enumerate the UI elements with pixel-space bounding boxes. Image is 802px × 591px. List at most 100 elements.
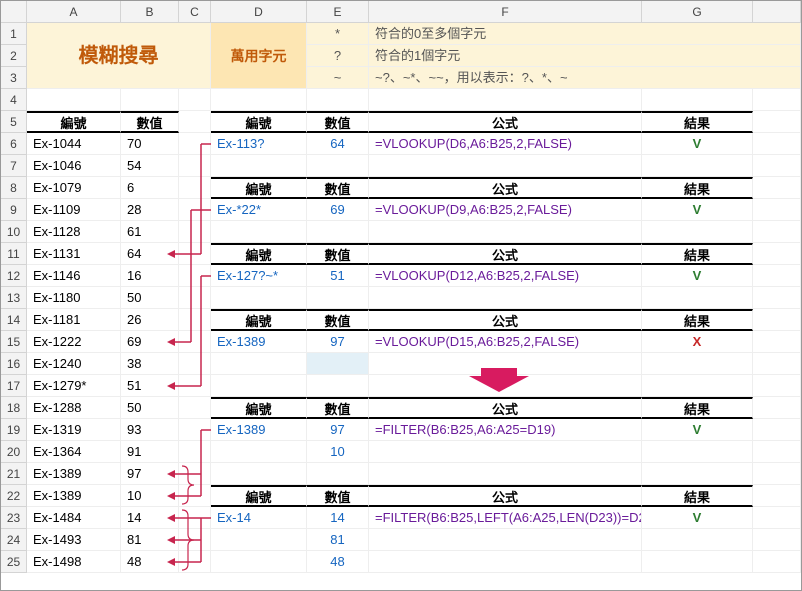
cell[interactable] [753, 177, 801, 199]
row-header[interactable]: 6 [1, 133, 27, 155]
sect-header-res[interactable]: 結果 [642, 485, 753, 507]
wildcard-desc[interactable]: 符合的0至多個字元 [369, 23, 801, 45]
cell[interactable] [753, 551, 801, 573]
cell[interactable] [179, 485, 211, 507]
lookup-result[interactable]: V [642, 265, 753, 287]
sect-header-formula[interactable]: 公式 [369, 309, 642, 331]
row-header[interactable]: 16 [1, 353, 27, 375]
lookup-formula[interactable]: =VLOOKUP(D12,A6:B25,2,FALSE) [369, 265, 642, 287]
col-header[interactable]: F [369, 1, 642, 23]
cell[interactable] [179, 507, 211, 529]
sect-header-id[interactable]: 編號 [211, 177, 307, 199]
cell[interactable] [369, 221, 642, 243]
left-id[interactable]: Ex-1240 [27, 353, 121, 375]
col-header[interactable]: C [179, 1, 211, 23]
cell[interactable] [179, 221, 211, 243]
cell[interactable] [642, 463, 753, 485]
col-header[interactable]: B [121, 1, 179, 23]
cell[interactable] [179, 331, 211, 353]
lookup-formula[interactable]: =VLOOKUP(D9,A6:B25,2,FALSE) [369, 199, 642, 221]
cell[interactable] [753, 507, 801, 529]
cell[interactable] [179, 309, 211, 331]
sect-header-val[interactable]: 數值 [307, 177, 369, 199]
left-id[interactable]: Ex-1493 [27, 529, 121, 551]
cell[interactable] [642, 353, 753, 375]
sect-header-res[interactable]: 結果 [642, 397, 753, 419]
filter-result[interactable]: V [642, 507, 753, 529]
banner-title[interactable]: 模糊搜尋 [27, 23, 211, 89]
left-val[interactable]: 6 [121, 177, 179, 199]
cell[interactable] [179, 397, 211, 419]
lookup-val[interactable]: 97 [307, 331, 369, 353]
cell[interactable] [179, 265, 211, 287]
cell[interactable] [753, 463, 801, 485]
lookup-result[interactable]: X [642, 331, 753, 353]
lookup-id[interactable]: Ex-113? [211, 133, 307, 155]
left-val[interactable]: 50 [121, 397, 179, 419]
filter-formula[interactable]: =FILTER(B6:B25,A6:A25=D19) [369, 419, 642, 441]
cell[interactable] [753, 485, 801, 507]
cell[interactable] [179, 529, 211, 551]
cell[interactable] [307, 375, 369, 397]
sect-header-val[interactable]: 數值 [307, 309, 369, 331]
filter-id[interactable]: Ex-14 [211, 507, 307, 529]
sect-header-formula[interactable]: 公式 [369, 397, 642, 419]
row-header[interactable]: 21 [1, 463, 27, 485]
cell[interactable] [211, 441, 307, 463]
cell[interactable] [211, 551, 307, 573]
cell[interactable] [307, 463, 369, 485]
cell[interactable] [179, 111, 211, 133]
row-header[interactable]: 25 [1, 551, 27, 573]
cell[interactable] [211, 287, 307, 309]
cell[interactable] [753, 529, 801, 551]
row-header[interactable]: 18 [1, 397, 27, 419]
cell[interactable] [179, 463, 211, 485]
left-val[interactable]: 10 [121, 485, 179, 507]
cell[interactable] [753, 133, 801, 155]
sect-header-formula[interactable]: 公式 [369, 177, 642, 199]
cell[interactable] [211, 353, 307, 375]
cell[interactable] [753, 221, 801, 243]
row-header[interactable]: 4 [1, 89, 27, 111]
cell[interactable] [211, 155, 307, 177]
left-id[interactable]: Ex-1146 [27, 265, 121, 287]
left-id[interactable]: Ex-1046 [27, 155, 121, 177]
cell[interactable] [121, 89, 179, 111]
left-id[interactable]: Ex-1109 [27, 199, 121, 221]
row-header[interactable]: 9 [1, 199, 27, 221]
filter-val[interactable]: 81 [307, 529, 369, 551]
left-val[interactable]: 69 [121, 331, 179, 353]
col-header[interactable] [753, 1, 801, 23]
left-id[interactable]: Ex-1131 [27, 243, 121, 265]
cell[interactable] [642, 551, 753, 573]
sect-header-id[interactable]: 編號 [211, 397, 307, 419]
wildcard-char[interactable]: ? [307, 45, 369, 67]
cell[interactable] [369, 529, 642, 551]
cell[interactable] [753, 353, 801, 375]
cell[interactable] [179, 287, 211, 309]
lookup-val[interactable]: 51 [307, 265, 369, 287]
cell[interactable] [211, 221, 307, 243]
cell[interactable] [211, 375, 307, 397]
cell[interactable] [753, 331, 801, 353]
filter-formula[interactable]: =FILTER(B6:B25,LEFT(A6:A25,LEN(D23))=D23… [369, 507, 642, 529]
cell[interactable] [211, 463, 307, 485]
cell[interactable] [211, 89, 307, 111]
cell[interactable] [369, 375, 642, 397]
cell[interactable] [179, 243, 211, 265]
sect-header-val[interactable]: 數值 [307, 243, 369, 265]
cell[interactable] [753, 155, 801, 177]
sect-header-formula[interactable]: 公式 [369, 111, 642, 133]
cell[interactable] [179, 353, 211, 375]
row-header[interactable]: 14 [1, 309, 27, 331]
cell[interactable] [642, 155, 753, 177]
filter-val[interactable]: 10 [307, 441, 369, 463]
filter-result[interactable]: V [642, 419, 753, 441]
left-val[interactable]: 54 [121, 155, 179, 177]
cell[interactable] [753, 397, 801, 419]
cell[interactable] [179, 441, 211, 463]
left-id[interactable]: Ex-1288 [27, 397, 121, 419]
lookup-id[interactable]: Ex-1389 [211, 331, 307, 353]
sect-header-val[interactable]: 數值 [307, 397, 369, 419]
wildcard-char[interactable]: * [307, 23, 369, 45]
